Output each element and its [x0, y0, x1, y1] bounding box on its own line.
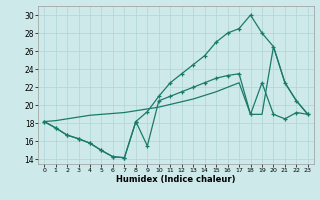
X-axis label: Humidex (Indice chaleur): Humidex (Indice chaleur): [116, 175, 236, 184]
